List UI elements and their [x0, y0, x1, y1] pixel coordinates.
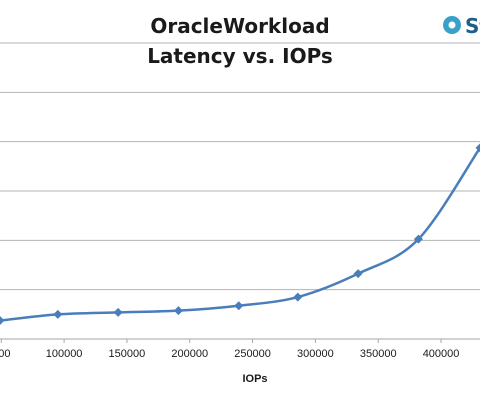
data-point [173, 306, 183, 316]
chart-subtitle: Latency vs. IOPs [147, 44, 333, 68]
storage-review-logo-icon [443, 16, 461, 34]
gridlines [0, 42, 480, 291]
data-point [413, 234, 423, 244]
x-axis-title: IOPs [242, 373, 267, 385]
data-point [293, 292, 303, 302]
x-tick-label: 350000 [360, 348, 397, 360]
x-tick-label: 200000 [171, 348, 208, 360]
x-axis-ticks: 000 100000 150000 200000 250000 300000 350000 4… [0, 339, 459, 360]
x-tick-label: 400000 [423, 348, 460, 360]
x-tick-label: 150000 [109, 348, 146, 360]
data-point [234, 301, 244, 311]
x-tick-label: 000 [0, 348, 10, 360]
x-tick-label: 250000 [234, 348, 271, 360]
data-point [0, 316, 5, 325]
chart-title: OracleWorkload [150, 14, 329, 38]
series-line [0, 147, 480, 322]
data-point [53, 309, 63, 319]
x-tick-label: 300000 [297, 348, 334, 360]
x-tick-label: 100000 [46, 348, 83, 360]
logo: St [443, 14, 480, 38]
data-point [113, 307, 123, 317]
logo-text: St [465, 14, 480, 38]
data-point [475, 143, 480, 153]
series-layer [0, 143, 480, 325]
data-point [353, 269, 363, 279]
